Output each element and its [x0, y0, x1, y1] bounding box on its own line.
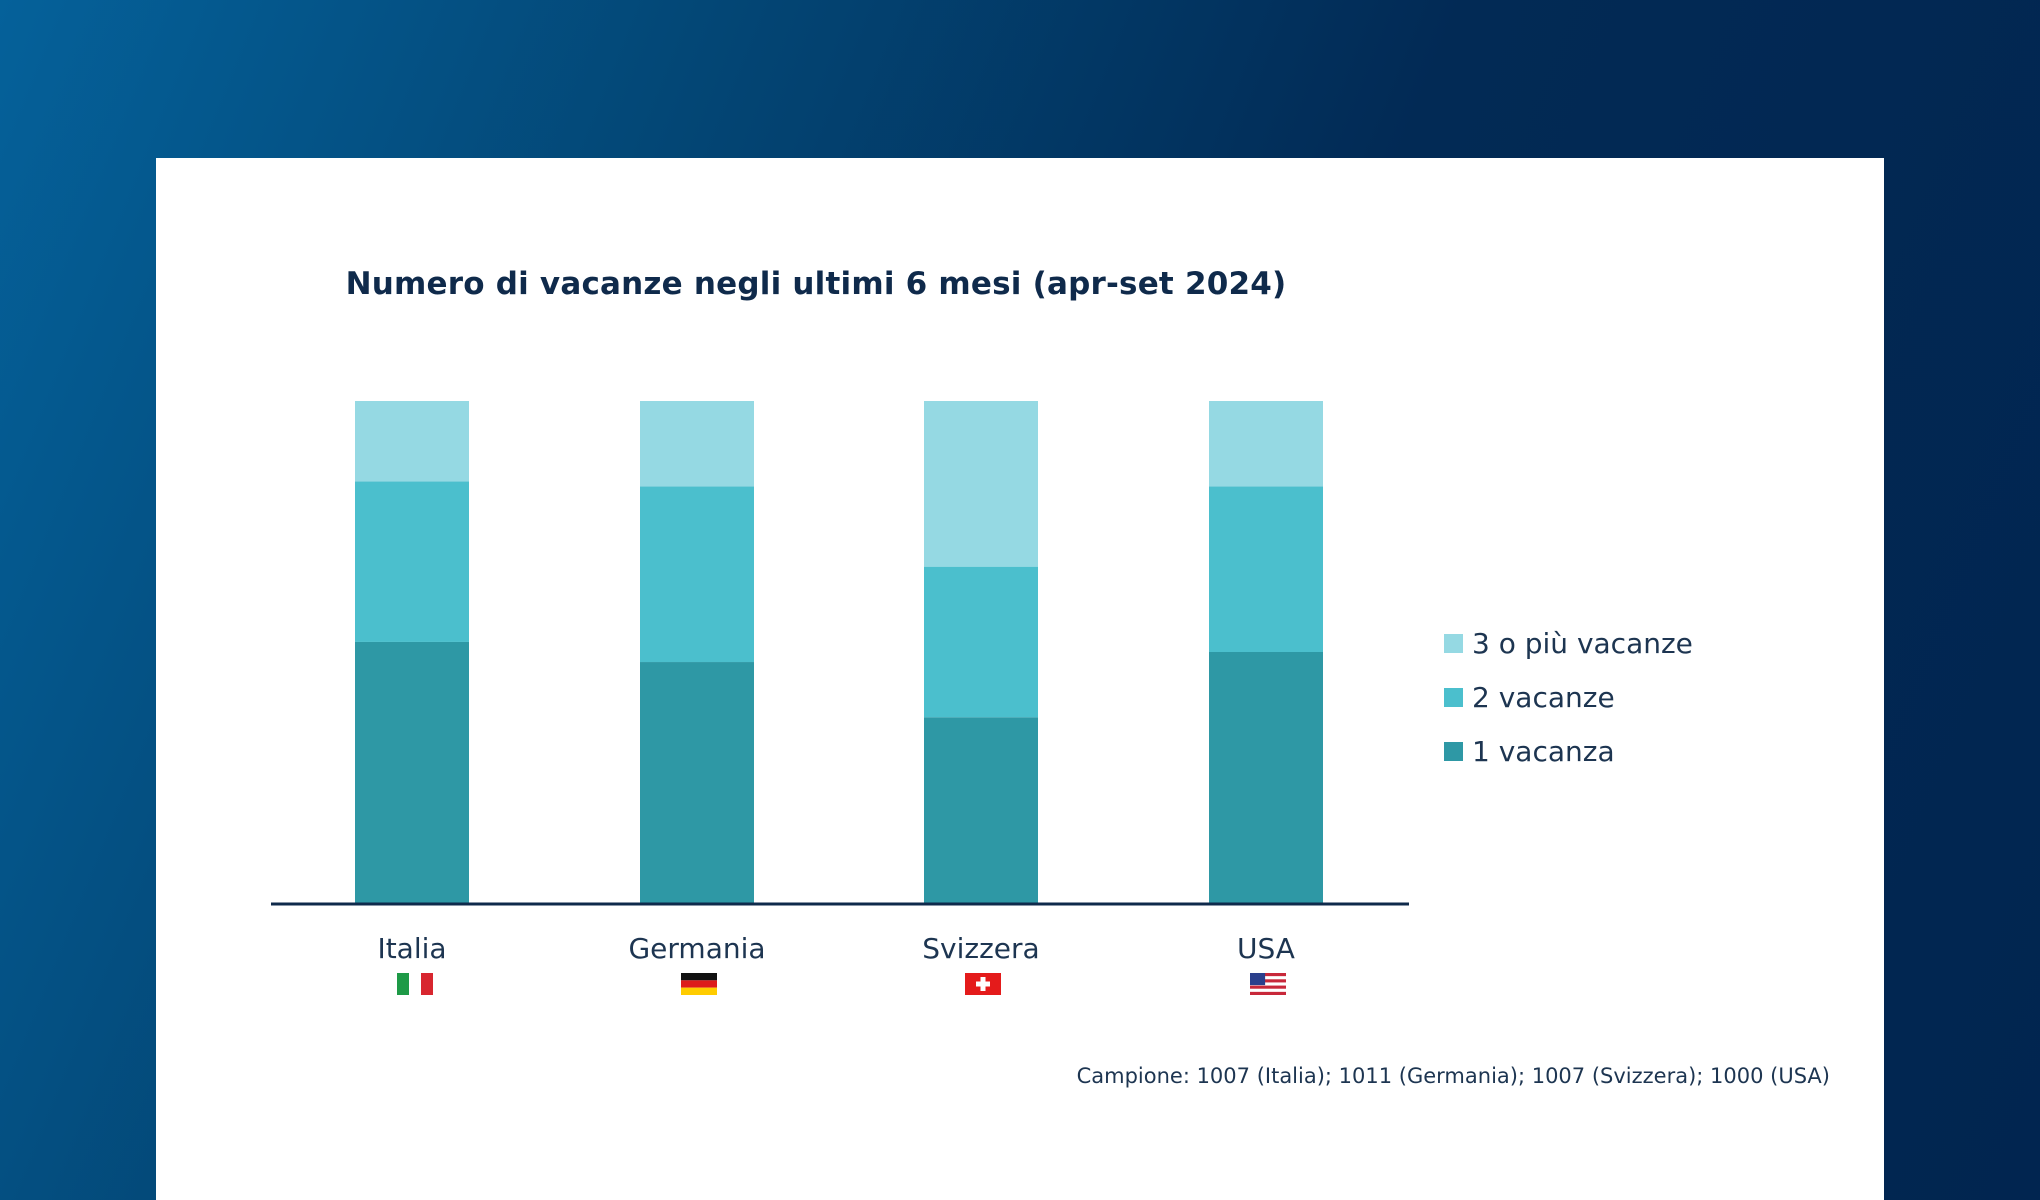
legend-item-three-plus: 3 o più vacanze	[1444, 616, 1693, 670]
legend-label-two: 2 vacanze	[1472, 680, 1615, 714]
germany-flag-icon	[681, 973, 717, 995]
bar-usa-2-vacanze	[1209, 486, 1323, 652]
usa-flag-icon	[1250, 973, 1286, 995]
x-tick-label-usa: USA	[1237, 932, 1295, 965]
bar-svizzera-2-vacanze	[924, 566, 1038, 718]
bar-svizzera-3-o-piu-vacanze	[924, 401, 1038, 567]
legend-swatch-two	[1444, 687, 1463, 707]
bar-usa-3-o-piu-vacanze	[1209, 401, 1323, 487]
bar-italia-1-vacanza	[355, 641, 469, 903]
chart-title: Numero di vacanze negli ultimi 6 mesi (a…	[345, 266, 1287, 302]
bar-usa-1-vacanza	[1209, 652, 1323, 903]
chart-canvas: Italia Germania Svizzera USA	[271, 401, 1409, 995]
bar-germania-3-o-piu-vacanze	[640, 401, 754, 487]
legend-swatch-one	[1444, 741, 1463, 761]
bar-germania-2-vacanze	[640, 486, 754, 663]
switzerland-flag-icon	[965, 973, 1001, 995]
bar-svizzera-1-vacanza	[924, 717, 1038, 903]
legend-item-two: 2 vacanze	[1444, 670, 1693, 724]
legend-label-one: 1 vacanza	[1472, 734, 1615, 768]
chart-legend: 3 o più vacanze 2 vacanze 1 vacanza	[1444, 616, 1693, 778]
x-tick-label-svizzera: Svizzera	[922, 932, 1039, 965]
legend-label-three-plus: 3 o più vacanze	[1472, 626, 1693, 660]
chart-card: Italia Germania Svizzera USA Numero di vaca…	[156, 158, 1884, 1200]
x-tick-label-germania: Germania	[628, 932, 765, 965]
italy-flag-icon	[397, 973, 433, 995]
legend-swatch-three-plus	[1444, 633, 1463, 653]
sample-footnote: Campione: 1007 (Italia); 1011 (Germania)…	[1076, 1064, 1830, 1088]
bar-italia-2-vacanze	[355, 481, 469, 642]
legend-item-one: 1 vacanza	[1444, 724, 1693, 778]
bar-germania-1-vacanza	[640, 662, 754, 903]
x-tick-label-italia: Italia	[377, 932, 446, 965]
bar-italia-3-o-piu-vacanze	[355, 401, 469, 482]
